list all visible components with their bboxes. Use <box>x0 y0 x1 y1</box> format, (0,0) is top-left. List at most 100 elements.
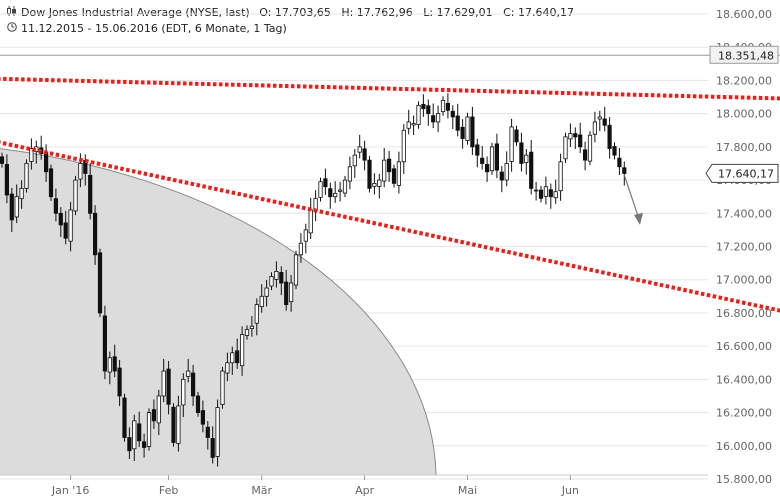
candle-body <box>362 148 367 161</box>
x-tick-label: Feb <box>159 484 178 497</box>
candle-body <box>269 275 274 287</box>
candle-body <box>460 126 465 139</box>
chart-header-line2: 11.12.2015 - 15.06.2016 (EDT, 6 Monate, … <box>6 22 287 35</box>
last-price-label: 17.640,17 <box>718 167 774 180</box>
candle-body <box>382 159 387 182</box>
candle-body <box>0 156 5 164</box>
candle-body <box>88 175 93 214</box>
forecast-arrow-line <box>623 174 640 220</box>
candle-body <box>146 412 152 447</box>
candle-body <box>161 370 166 397</box>
candle-body <box>602 118 607 126</box>
y-tick-label: 16.200,00 <box>716 407 772 420</box>
shaded-arc-region <box>0 148 437 475</box>
candle-body <box>29 148 34 162</box>
y-tick-label: 15.800,00 <box>716 473 772 486</box>
candle-body <box>293 254 299 286</box>
candle-body <box>558 161 563 192</box>
candle-body <box>24 163 29 189</box>
candle-body <box>617 157 622 168</box>
y-tick-label: 17.800,00 <box>716 141 772 154</box>
candle-body <box>156 395 161 424</box>
candle-body <box>141 441 147 448</box>
candle-body <box>607 124 612 149</box>
forecast-arrow-head <box>634 212 643 225</box>
candle-body <box>421 103 426 110</box>
candle-body <box>93 212 98 256</box>
candle-body <box>504 163 509 181</box>
candle-body <box>210 438 215 458</box>
candle-body <box>426 105 431 115</box>
candle-body <box>318 181 323 198</box>
y-tick-label: 16.000,00 <box>716 440 772 453</box>
clock-icon <box>6 22 17 35</box>
candle-body <box>543 186 549 197</box>
candles-group <box>0 93 627 467</box>
candle-body <box>440 99 446 113</box>
candle-body <box>514 129 519 143</box>
candle-body <box>347 166 353 182</box>
date-range: 11.12.2015 - 15.06.2016 (EDT, 6 Monate, … <box>21 22 287 35</box>
candle-body <box>298 242 304 256</box>
candle-body <box>377 179 382 187</box>
y-tick-label: 18.000,00 <box>716 108 772 121</box>
candle-body <box>284 281 289 306</box>
candle-body <box>509 126 514 162</box>
candle-body <box>524 154 529 163</box>
chart-header-line1: Dow Jones Industrial Average (NYSE, last… <box>6 6 574 19</box>
candle-body <box>58 212 63 226</box>
candle-body <box>215 407 220 457</box>
candle-body <box>431 115 436 123</box>
ohlc-values: O: 17.703,65 H: 17.762,96 L: 17.629,01 C… <box>259 6 574 19</box>
candle-body <box>337 189 343 192</box>
candle-body <box>132 420 137 450</box>
candle-body <box>244 329 250 336</box>
candle-body <box>127 437 132 452</box>
candle-body <box>435 113 441 123</box>
candle-body <box>4 164 9 196</box>
reference-value-label: 18.351,48 <box>718 49 774 62</box>
candle-body <box>534 189 539 192</box>
candle-body <box>396 161 402 186</box>
candle-body <box>416 104 421 126</box>
x-tick-label: Jan '16 <box>51 484 89 497</box>
reference-value-box <box>709 45 779 64</box>
candle-body <box>176 405 181 444</box>
candle-body <box>239 334 245 367</box>
candle-body <box>53 198 59 214</box>
candle-body <box>249 325 254 329</box>
candle-body <box>200 410 205 425</box>
candle-body <box>102 315 107 372</box>
candle-body <box>117 367 122 397</box>
y-tick-label: 16.800,00 <box>716 307 772 320</box>
candle-body <box>455 115 460 131</box>
last-price-box <box>705 163 779 183</box>
candle-body <box>190 372 196 397</box>
candle-body <box>445 102 451 111</box>
candle-body <box>480 157 485 164</box>
candle-body <box>391 168 397 184</box>
candle-body <box>112 356 117 372</box>
candle-body <box>328 188 333 198</box>
candle-body <box>308 209 313 234</box>
candle-body <box>587 134 593 162</box>
candle-body <box>568 133 573 140</box>
candle-body <box>573 133 578 138</box>
candle-body <box>372 182 377 187</box>
y-tick-label: 17.000,00 <box>716 274 772 287</box>
candle-body <box>367 159 372 189</box>
candle-body <box>288 282 294 303</box>
candle-body <box>68 209 73 242</box>
candle-body <box>470 116 475 148</box>
candle-body <box>494 143 500 171</box>
candle-body <box>181 378 186 406</box>
candle-body <box>107 357 112 373</box>
candle-body <box>195 395 201 413</box>
candle-body <box>553 191 558 199</box>
candle-body <box>401 129 406 163</box>
candle-body <box>303 229 308 242</box>
candle-body <box>48 168 54 198</box>
candle-body <box>622 167 627 174</box>
